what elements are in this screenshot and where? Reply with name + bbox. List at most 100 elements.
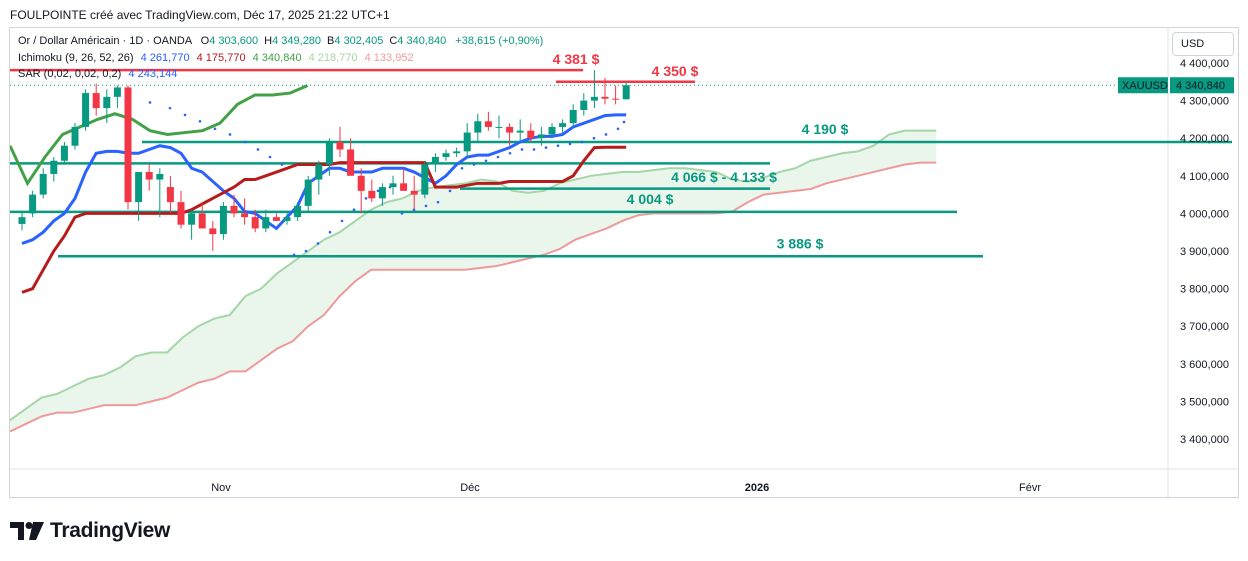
sar-dot <box>213 127 217 131</box>
sar-dot <box>424 204 428 208</box>
candles-layer <box>18 70 630 251</box>
legend-symbol-row[interactable]: Or / Dollar Américain · 1D · OANDA O4 30… <box>18 35 543 47</box>
ohlc-value-h: 4 349,280 <box>272 35 322 47</box>
support-levels-layer: 4 190 $ 4 004 $ 3 886 $ 4 066 $ - 4 133 $ 4 … <box>10 51 1232 258</box>
symbol-tag <box>1118 77 1168 94</box>
candle <box>251 209 259 233</box>
ohlc-key-b: B <box>327 35 335 47</box>
sar-label: SAR (0,02, 0,02, 0,2) <box>18 68 122 80</box>
candle <box>209 220 217 251</box>
candle <box>113 85 121 109</box>
sar-dot <box>520 148 524 151</box>
candle-body <box>50 160 58 174</box>
sar-dot <box>472 163 476 166</box>
ichimoku-chikou-value: 4 340,840 <box>252 52 302 64</box>
candle-body <box>325 141 333 165</box>
legend-sar-row[interactable]: SAR (0,02, 0,02, 0,2) 4 243,144 <box>18 68 177 80</box>
candle-body <box>60 145 68 161</box>
candle-body <box>145 172 153 180</box>
candle-body <box>294 205 302 218</box>
sar-dot <box>448 189 452 193</box>
candle <box>421 160 429 199</box>
sar-dot <box>544 146 548 149</box>
sar-dot <box>508 151 512 155</box>
candle-body <box>188 213 196 225</box>
chart-caption: FOULPOINTE créé avec TradingView.com, Dé… <box>10 8 390 22</box>
ichimoku-tenkan-value: 4 261,770 <box>140 52 190 64</box>
price-tick-label: 4 100,000 <box>1180 171 1229 183</box>
sar-dot <box>183 113 187 117</box>
candle <box>410 175 418 210</box>
candle-body <box>135 172 143 203</box>
candle <box>188 209 196 240</box>
price-tick-label: 3 900,000 <box>1180 246 1229 258</box>
candle <box>294 202 302 221</box>
candle <box>60 141 68 165</box>
candle-body <box>283 217 291 221</box>
candle <box>431 153 439 173</box>
candle-body <box>156 173 164 180</box>
candle-body <box>548 126 556 135</box>
time-tick-label: 2026 <box>745 482 769 494</box>
resistance-4350-label: 4 350 $ <box>652 63 699 79</box>
candle <box>484 111 492 131</box>
price-tick-label: 3 400,000 <box>1180 434 1229 446</box>
price-tick-label: 3 600,000 <box>1180 359 1229 371</box>
candle <box>442 149 450 161</box>
candle-body <box>474 121 482 133</box>
sar-dot <box>280 163 284 166</box>
parabolic-sar-layer <box>128 95 626 257</box>
candle-body <box>453 151 461 154</box>
candle-body <box>601 96 609 99</box>
candle-body <box>241 213 249 218</box>
candle-body <box>431 157 439 165</box>
candle-body <box>442 153 450 157</box>
candle <box>315 160 323 195</box>
candle <box>378 183 386 206</box>
candle-body <box>262 217 270 229</box>
ichimoku-span-a-value: 4 218,770 <box>308 52 358 64</box>
ohlc-values: O4 303,600 H4 349,280 B4 302,405 C4 340,840 <box>201 35 453 47</box>
level-4190-label: 4 190 $ <box>802 121 849 137</box>
sar-dot <box>256 148 260 151</box>
ohlc-value-c: 4 340,840 <box>397 35 447 47</box>
ichimoku-kijun-value: 4 175,770 <box>196 52 246 64</box>
sar-dot <box>556 144 560 148</box>
candle-body <box>368 190 376 199</box>
legend-ichimoku-row[interactable]: Ichimoku (9, 26, 52, 26) 4 261,770 4 175… <box>18 52 414 64</box>
candle-body <box>177 202 185 225</box>
candle <box>325 138 333 176</box>
candle-body <box>39 173 47 195</box>
candle-body <box>198 213 206 229</box>
senkou-span-a <box>10 129 937 422</box>
candle-body <box>506 126 514 133</box>
time-axis[interactable]: Nov Déc 2026 Févr <box>211 482 1041 494</box>
candle-body <box>336 141 344 150</box>
candle-body <box>421 164 429 195</box>
sar-dot <box>580 140 584 144</box>
senkou-span-b <box>10 161 937 433</box>
candle-body <box>209 228 217 235</box>
candle-body <box>484 121 492 127</box>
candle <box>272 213 280 221</box>
price-axis[interactable]: 4 400,000 4 300,000 4 200,000 4 100,000 4 00… <box>10 58 1234 446</box>
candle <box>92 83 100 116</box>
sar-dot <box>400 212 404 215</box>
ichimoku-cloud-layer <box>10 129 937 433</box>
currency-button[interactable]: USD <box>1172 32 1234 56</box>
candle-body <box>580 100 588 110</box>
candle <box>18 211 26 231</box>
ichimoku-span-b-value: 4 133,952 <box>364 52 414 64</box>
candle <box>103 89 111 124</box>
candle <box>304 175 312 212</box>
candle <box>166 175 174 214</box>
price-tick-label: 3 800,000 <box>1180 284 1229 296</box>
sar-dot <box>316 242 320 245</box>
candle <box>569 104 577 127</box>
candle <box>559 119 567 135</box>
candle-body <box>251 217 259 229</box>
candle <box>495 115 503 139</box>
sar-dot <box>352 208 356 211</box>
candle <box>50 157 58 182</box>
